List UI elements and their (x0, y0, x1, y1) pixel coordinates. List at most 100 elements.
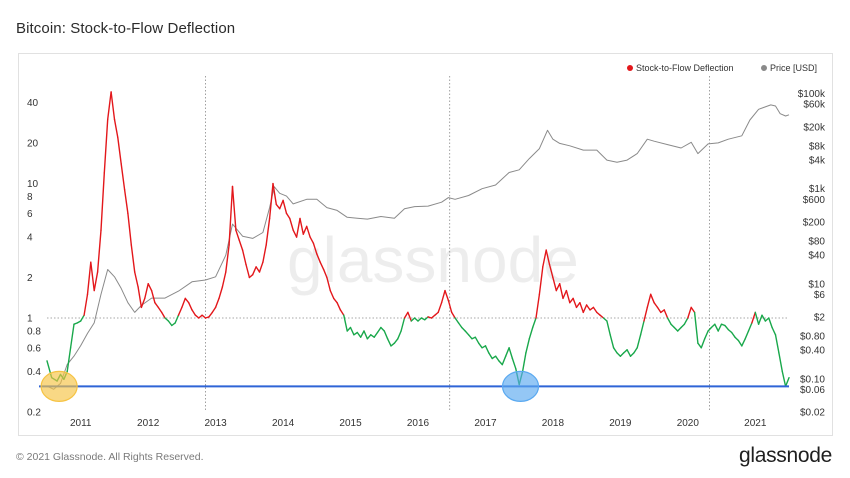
s2f-segment-65 (268, 182, 274, 220)
s2f-deflection-chart: glassnode 402010864210.80.60.40.2$100k$6… (27, 63, 826, 429)
s2f-segment-29 (147, 282, 153, 292)
s2f-segment-32 (157, 306, 163, 314)
s2f-segment-202 (731, 331, 736, 338)
s2f-segment-218 (784, 377, 790, 388)
s2f-segment-129 (484, 345, 490, 354)
left-axis-tick-label: 10 (27, 179, 39, 190)
s2f-segment-35 (167, 320, 173, 327)
right-axis-tick-label: $6 (814, 290, 826, 301)
s2f-segment-147 (545, 249, 551, 266)
s2f-segment-22 (123, 188, 129, 215)
s2f-segment-27 (140, 297, 146, 309)
s2f-segment-216 (778, 352, 783, 373)
s2f-segment-206 (744, 330, 750, 340)
left-axis-tick-label: 4 (27, 233, 33, 244)
s2f-segment-55 (235, 229, 240, 241)
right-axis-tick-label: $20k (803, 122, 826, 133)
s2f-segment-71 (289, 217, 294, 231)
s2f-segment-193 (700, 338, 706, 349)
s2f-segment-47 (208, 311, 214, 318)
left-axis-tick-label: 0.2 (27, 408, 41, 419)
s2f-segment-177 (646, 293, 652, 309)
left-axis-tick-label: 0.6 (27, 343, 41, 354)
page-title: Bitcoin: Stock-to-Flow Deflection (16, 20, 236, 37)
s2f-segment-58 (245, 263, 251, 279)
s2f-segment-214 (771, 326, 777, 336)
s2f-segment-53 (228, 185, 234, 246)
s2f-segment-134 (501, 355, 507, 366)
brand-logo-text: glassnode (738, 444, 832, 467)
s2f-segment-42 (191, 309, 197, 316)
s2f-segment-153 (565, 289, 571, 304)
x-axis-tick-label: 2016 (407, 418, 430, 429)
price-series (46, 104, 790, 390)
s2f-segment-136 (508, 347, 514, 360)
right-axis-tick-label: $100k (798, 89, 826, 100)
s2f-segment-93 (363, 330, 369, 340)
s2f-segment-169 (619, 352, 625, 357)
s2f-segment-79 (316, 253, 321, 263)
right-axis-tick-label: $1k (809, 184, 826, 195)
s2f-segment-160 (589, 306, 595, 311)
s2f-segment-119 (451, 311, 456, 319)
s2f-segment-190 (690, 306, 696, 314)
x-axis-tick-label: 2013 (205, 418, 228, 429)
s2f-segment-148 (548, 263, 554, 279)
s2f-segment-40 (184, 297, 190, 304)
s2f-segment-74 (299, 217, 304, 235)
s2f-segment-154 (569, 297, 574, 304)
s2f-segment-135 (505, 347, 510, 357)
s2f-segment-76 (306, 225, 311, 238)
s2f-series (46, 91, 790, 388)
s2f-segment-21 (120, 163, 126, 191)
s2f-segment-99 (383, 330, 389, 340)
s2f-segment-33 (160, 311, 166, 319)
s2f-segment-39 (181, 297, 187, 309)
s2f-segment-124 (467, 334, 473, 340)
s2f-segment-108 (413, 317, 419, 322)
s2f-segment-145 (538, 266, 544, 296)
guide-lines (47, 76, 789, 412)
s2f-segment-162 (596, 311, 601, 316)
s2f-segment-73 (295, 217, 301, 238)
s2f-segment-118 (447, 299, 453, 314)
s2f-segment-132 (494, 355, 500, 362)
right-axis-tick-label: $2 (814, 312, 826, 323)
right-axis-tick-label: $60k (803, 100, 826, 111)
s2f-segment-80 (319, 261, 325, 271)
s2f-segment-185 (673, 326, 679, 332)
s2f-segment-91 (356, 331, 362, 338)
s2f-segment-102 (393, 338, 399, 344)
s2f-segment-157 (579, 301, 584, 314)
s2f-segment-208 (751, 311, 756, 324)
s2f-segment-66 (272, 182, 277, 206)
s2f-segment-196 (710, 323, 716, 329)
s2f-segment-78 (312, 242, 318, 255)
s2f-segment-156 (575, 301, 581, 309)
s2f-segment-103 (397, 330, 402, 340)
s2f-segment-192 (697, 342, 702, 349)
s2f-segment-50 (218, 286, 224, 300)
s2f-segment-168 (616, 352, 622, 357)
s2f-segment-165 (606, 320, 611, 336)
s2f-segment-77 (309, 236, 315, 244)
x-axis-tick-label: 2017 (474, 418, 497, 429)
right-axis-tick-label: $0.02 (800, 408, 825, 419)
legend-label-0: Stock-to-Flow Deflection (636, 63, 734, 73)
s2f-segment-67 (275, 203, 281, 210)
s2f-segment-201 (727, 328, 733, 334)
x-axis-tick-label: 2012 (137, 418, 160, 429)
s2f-segment-14 (96, 229, 102, 273)
s2f-segment-178 (650, 293, 655, 304)
s2f-segment-155 (572, 297, 578, 309)
axes: 40 20 10 8 6 4 2 1 0.8 0.6 0.4 0.2 $100k$60k $20k $8k $… (27, 89, 826, 429)
s2f-segment-49 (214, 297, 220, 309)
x-axis-tick-label: 2019 (609, 418, 632, 429)
s2f-segment-6 (69, 323, 75, 349)
chart-area: glassnode 40 20 10 8 6 4 2 1 0.8 0.6 0.4 0.2 $100k $6… (18, 53, 833, 436)
s2f-segment-191 (693, 311, 699, 344)
s2f-segment-211 (761, 314, 767, 322)
s2f-segment-213 (768, 317, 773, 329)
s2f-segment-166 (609, 334, 615, 349)
left-axis-tick-label: 20 (27, 139, 39, 150)
